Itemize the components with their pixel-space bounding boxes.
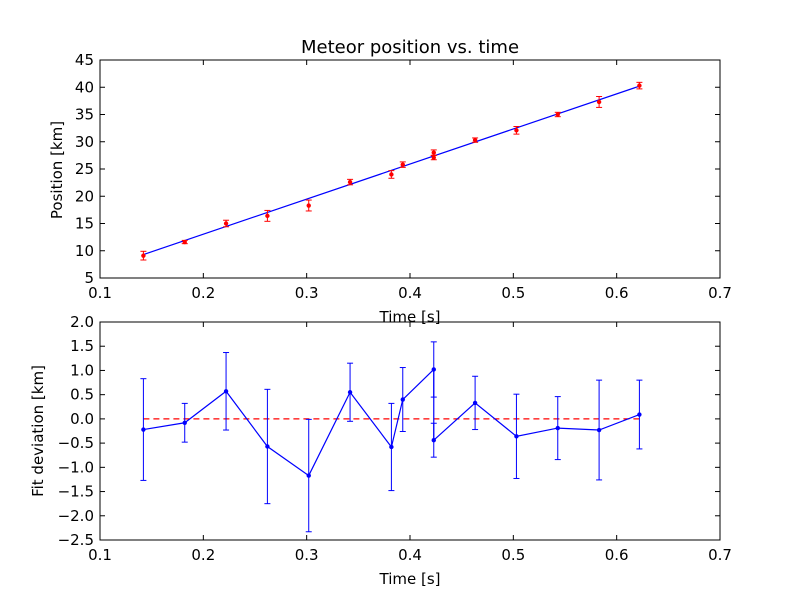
y-ticks: −2.5 −2.0 −1.5 −1.0 −0.5 0.0 0.5 1.0 1.5 2.0 (58, 313, 720, 549)
y-tick-label: 40 (75, 78, 94, 96)
x-tick-label: 0.1 (88, 546, 112, 564)
data-point (223, 221, 229, 226)
y-axis-label: Position [km] (48, 121, 66, 219)
y-axis-label: Fit deviation [km] (29, 365, 47, 497)
y-tick-label: 35 (75, 106, 94, 124)
x-tick-label: 0.4 (398, 284, 422, 302)
x-tick-label: 0.2 (191, 284, 215, 302)
data-point (400, 162, 405, 167)
y-tick-label: 45 (75, 51, 94, 69)
x-tick-label: 0.6 (605, 284, 629, 302)
x-ticks: 0.1 0.2 0.3 0.4 0.5 0.6 0.7 (88, 322, 732, 564)
y-ticks: 5 10 15 20 25 30 35 40 45 (75, 51, 720, 287)
x-axis-label: Time [s] (379, 570, 441, 588)
x-tick-label: 0.7 (708, 284, 732, 302)
data-point (431, 438, 436, 443)
y-tick-label: 0.0 (70, 410, 94, 428)
data-point (182, 420, 187, 425)
data-point (389, 444, 394, 450)
y-tick-label: 1.5 (70, 337, 94, 355)
plot-frame (99, 321, 721, 541)
x-tick-label: 0.2 (191, 546, 215, 564)
x-tick-label: 0.3 (295, 284, 319, 302)
data-point (514, 434, 519, 439)
data-point (637, 412, 642, 417)
data-point (141, 253, 146, 258)
y-tick-label: 30 (75, 133, 94, 151)
x-tick-label: 0.5 (501, 546, 525, 564)
data-point (637, 83, 642, 88)
y-tick-label: 5 (84, 269, 94, 287)
y-tick-label: 2.0 (70, 313, 94, 331)
plot-marks (140, 81, 643, 261)
data-point (555, 112, 560, 117)
y-tick-label: −2.5 (58, 531, 94, 549)
y-tick-label: −1.0 (58, 458, 94, 476)
data-point (389, 172, 394, 177)
y-tick-label: 20 (75, 187, 94, 205)
x-tick-label: 0.5 (501, 284, 525, 302)
y-tick-label: 25 (75, 160, 94, 178)
data-point (431, 150, 436, 155)
x-tick-label: 0.7 (708, 546, 732, 564)
chart-title: Meteor position vs. time (301, 37, 519, 58)
data-point (431, 155, 436, 160)
plot-marks (140, 341, 643, 533)
data-point (472, 137, 478, 143)
x-tick-label: 0.3 (295, 546, 319, 564)
x-tick-label: 0.6 (605, 546, 629, 564)
y-tick-label: 1.0 (70, 361, 94, 379)
y-tick-label: 10 (75, 242, 94, 260)
data-point (596, 99, 602, 105)
data-point (347, 179, 353, 185)
y-tick-label: −2.0 (58, 507, 94, 525)
y-tick-label: 0.5 (70, 386, 94, 404)
position-panel: Meteor position vs. time Position [km] T… (48, 37, 732, 326)
data-point (596, 427, 602, 433)
data-point (472, 400, 478, 406)
data-point (431, 367, 436, 372)
deviation-panel: Fit deviation [km] Time [s] 0.1 0.2 0.3 0.4… (29, 313, 732, 588)
data-point (514, 128, 519, 133)
data-point (306, 203, 311, 208)
data-point (555, 425, 560, 431)
data-point (400, 397, 405, 402)
x-ticks: 0.1 0.2 0.3 0.4 0.5 0.6 0.7 (88, 60, 732, 302)
y-tick-label: −0.5 (58, 434, 94, 452)
data-point (182, 239, 187, 245)
data-point (306, 473, 311, 478)
y-tick-label: −1.5 (58, 483, 94, 501)
y-tick-label: 15 (75, 215, 94, 233)
x-tick-label: 0.1 (88, 284, 112, 302)
data-point (265, 213, 270, 219)
plot-frame (99, 59, 721, 279)
x-tick-label: 0.4 (398, 546, 422, 564)
data-point (347, 390, 353, 395)
data-point (265, 444, 270, 449)
data-point (141, 427, 146, 432)
data-point (223, 389, 229, 394)
